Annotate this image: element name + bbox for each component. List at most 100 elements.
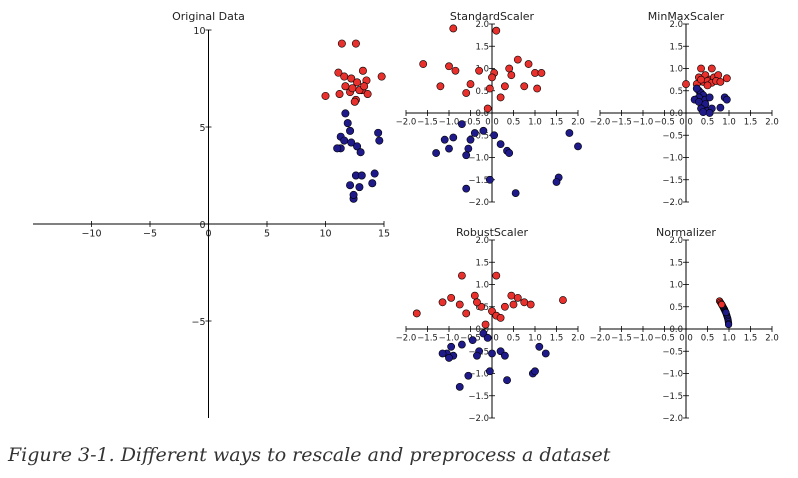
y-tick-label: 0.5 xyxy=(669,303,683,313)
y-tick-label: −1.5 xyxy=(662,392,683,402)
data-point xyxy=(447,342,456,351)
data-point xyxy=(488,349,496,358)
x-tick-label: 0.5 xyxy=(701,118,715,128)
data-point xyxy=(449,133,458,142)
data-point xyxy=(334,68,343,77)
x-tick-label: −0.5 xyxy=(654,118,675,128)
y-tick-label: −1.0 xyxy=(662,154,683,164)
y-tick-label: −0.5 xyxy=(662,347,683,357)
data-point xyxy=(466,135,475,144)
data-point xyxy=(412,309,421,318)
data-point xyxy=(353,142,362,151)
y-tick-label: −2.0 xyxy=(468,414,489,424)
data-point xyxy=(321,91,330,100)
data-point xyxy=(348,84,357,93)
data-point xyxy=(346,126,355,135)
y-tick-label: 1.5 xyxy=(669,258,683,268)
data-point xyxy=(692,84,701,93)
data-point xyxy=(438,349,447,358)
y-tick-label: −0.5 xyxy=(468,131,489,141)
y-tick-label: −0.5 xyxy=(662,131,683,141)
x-tick-label: 1.0 xyxy=(722,334,736,344)
y-tick-label: 0.5 xyxy=(669,87,683,97)
data-point xyxy=(505,149,514,157)
data-point xyxy=(505,64,514,73)
y-tick-label: 0.0 xyxy=(669,325,683,335)
y-tick-label: 0.0 xyxy=(669,109,683,119)
x-tick-label: −2.0 xyxy=(396,118,417,128)
data-point xyxy=(503,376,511,385)
x-tick-label: −1.5 xyxy=(611,118,632,128)
x-tick-label: −1.0 xyxy=(439,334,460,344)
y-tick-label: −1.0 xyxy=(468,370,489,380)
y-tick-label: 0.0 xyxy=(475,109,489,119)
data-point xyxy=(377,72,386,81)
data-point xyxy=(507,71,516,80)
series-class-0 xyxy=(682,64,731,90)
data-point xyxy=(449,24,458,33)
y-tick-label: −1.5 xyxy=(662,176,683,186)
x-tick-label: −1.0 xyxy=(633,118,654,128)
data-point xyxy=(438,298,447,307)
x-tick-label: 0.0 xyxy=(485,334,499,344)
x-tick-label: 2.0 xyxy=(571,334,585,344)
series-class-0 xyxy=(321,39,386,106)
data-point xyxy=(464,371,473,380)
data-point xyxy=(483,333,492,342)
y-tick-label: 2.0 xyxy=(475,20,489,30)
data-point xyxy=(533,84,542,93)
data-point xyxy=(500,82,509,91)
data-point xyxy=(349,190,358,199)
data-point xyxy=(722,308,730,317)
x-tick-label: 0.0 xyxy=(485,118,499,128)
x-tick-label: −1.5 xyxy=(417,334,438,344)
x-tick-label: 2.0 xyxy=(765,334,779,344)
data-point xyxy=(705,93,714,102)
figure-caption: Figure 3-1. Different ways to rescale an… xyxy=(8,444,611,466)
x-tick-label: −0.5 xyxy=(654,334,675,344)
data-point xyxy=(464,144,473,153)
data-point xyxy=(524,60,533,68)
series-class-1 xyxy=(690,84,731,117)
data-point xyxy=(705,109,714,117)
data-point xyxy=(445,62,453,71)
data-point xyxy=(531,69,539,77)
series-class-1 xyxy=(432,120,582,197)
y-tick-label: 1.0 xyxy=(475,281,489,291)
x-tick-label: −2.0 xyxy=(396,334,417,344)
y-tick-label: −1.5 xyxy=(468,392,489,402)
data-point xyxy=(455,300,464,309)
data-point xyxy=(360,82,369,91)
data-point xyxy=(358,66,367,75)
subplot-title: Normalizer xyxy=(656,226,716,239)
y-tick-label: −2.0 xyxy=(662,414,683,424)
data-point xyxy=(436,82,445,91)
subplot-minmax: MinMaxScaler−2.0 −1.5 −1.0 −0.5 0.0 0.5 1.0 1.5… xyxy=(590,10,779,208)
data-point xyxy=(363,90,372,99)
data-point xyxy=(513,55,522,64)
data-point xyxy=(473,298,481,307)
data-point xyxy=(470,291,479,300)
data-point xyxy=(343,119,352,128)
y-tick-label: 2.0 xyxy=(669,20,683,30)
y-tick-label: −2.0 xyxy=(662,198,683,208)
data-point xyxy=(500,302,509,311)
data-point xyxy=(341,82,350,91)
x-tick-label: 0 xyxy=(205,229,211,240)
y-tick-label: −1.0 xyxy=(662,370,683,380)
subplot-title: MinMaxScaler xyxy=(648,10,725,23)
data-point xyxy=(470,129,479,137)
data-point xyxy=(695,97,703,106)
data-point xyxy=(697,75,705,84)
series-class-1 xyxy=(438,329,550,391)
x-tick-label: −1.5 xyxy=(417,118,438,128)
x-tick-label: −0.5 xyxy=(460,118,481,128)
subplot-title: RobustScaler xyxy=(456,226,528,239)
data-point xyxy=(574,142,582,151)
data-point xyxy=(473,351,481,360)
data-point xyxy=(341,109,350,118)
data-point xyxy=(479,126,488,135)
subplot-title: Original Data xyxy=(172,10,245,23)
data-point xyxy=(724,320,733,329)
series-class-0 xyxy=(419,24,546,113)
